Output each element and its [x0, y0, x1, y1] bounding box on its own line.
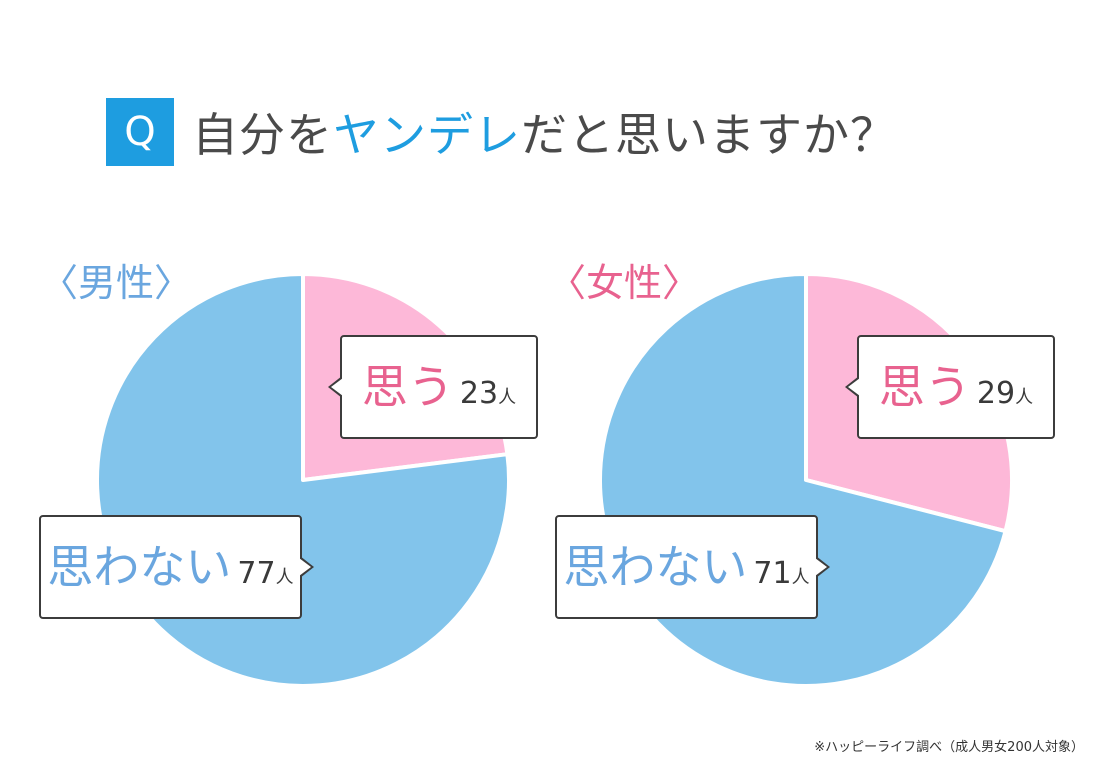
female-no-unit: 人: [791, 567, 810, 588]
male-yes-unit: 人: [498, 387, 517, 408]
male-yes-label: 思う: [361, 360, 454, 414]
male-yes-callout: 思う 23 人: [328, 335, 538, 439]
question-text: 自分をヤンデレだと思いますか？: [192, 99, 897, 165]
female-yes-unit: 人: [1015, 387, 1034, 408]
source-note: ※ハッピーライフ調べ（成人男女200人対象）: [814, 740, 1084, 755]
male-yes-value: 23: [459, 376, 499, 411]
female-no-callout: 思わない 71 人: [555, 515, 830, 619]
female-yes-callout: 思う 29 人: [845, 335, 1055, 439]
question-title: Q 自分をヤンデレだと思いますか？: [106, 96, 897, 168]
question-highlight: ヤンデレ: [333, 108, 521, 162]
female-pie-chart: [598, 272, 1014, 688]
male-no-callout: 思わない 77 人: [39, 515, 314, 619]
female-no-label: 思わない: [563, 540, 748, 594]
male-no-value: 77: [237, 556, 276, 591]
q-badge: Q: [106, 98, 174, 166]
male-chart-title: 〈男性〉: [40, 261, 193, 305]
male-no-label: 思わない: [47, 540, 232, 594]
female-yes-value: 29: [976, 376, 1016, 411]
male-pie-chart: [95, 272, 511, 688]
question-suffix: だと思いますか？: [521, 108, 897, 162]
female-no-value: 71: [753, 556, 792, 591]
female-chart-title: 〈女性〉: [548, 261, 701, 305]
question-prefix: 自分を: [192, 108, 333, 162]
female-yes-label: 思う: [878, 360, 971, 414]
male-no-unit: 人: [275, 567, 294, 588]
